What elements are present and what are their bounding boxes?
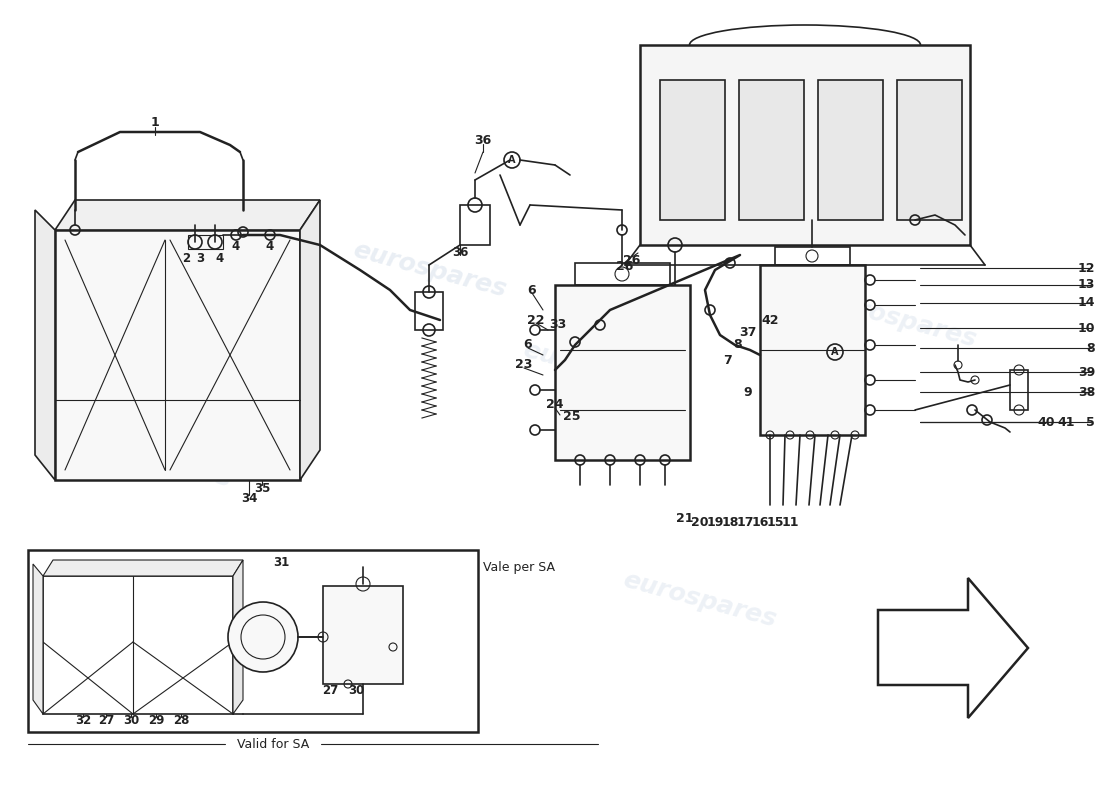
Bar <box>556 285 690 460</box>
Text: 12: 12 <box>1078 262 1094 274</box>
Text: 34: 34 <box>241 491 257 505</box>
Text: 4: 4 <box>232 239 240 253</box>
Text: 38: 38 <box>1078 386 1094 398</box>
Text: eurospares: eurospares <box>620 568 780 632</box>
Text: 40: 40 <box>1037 415 1055 429</box>
Bar <box>460 205 490 245</box>
Text: 4: 4 <box>216 251 224 265</box>
Bar <box>739 80 804 220</box>
Text: 10: 10 <box>1078 322 1094 334</box>
Text: 24: 24 <box>547 398 563 411</box>
Text: Vale per SA: Vale per SA <box>483 562 556 574</box>
Text: eurospares: eurospares <box>520 338 680 402</box>
Text: Valid for SA: Valid for SA <box>236 738 309 750</box>
Text: 14: 14 <box>1078 297 1094 310</box>
Text: 32: 32 <box>75 714 91 726</box>
Bar <box>575 263 670 285</box>
Bar <box>323 586 403 684</box>
Bar <box>640 45 970 245</box>
Polygon shape <box>33 564 43 714</box>
Text: 22: 22 <box>527 314 544 326</box>
Polygon shape <box>55 230 300 480</box>
Text: 20: 20 <box>691 515 708 529</box>
Text: 23: 23 <box>515 358 532 371</box>
Text: 36: 36 <box>474 134 492 146</box>
Bar <box>415 292 443 330</box>
Bar <box>818 80 883 220</box>
Text: 27: 27 <box>322 683 338 697</box>
Text: 5: 5 <box>1087 415 1094 429</box>
Text: 3: 3 <box>196 251 205 265</box>
Text: 11: 11 <box>781 515 799 529</box>
Text: 19: 19 <box>706 515 724 529</box>
Text: 18: 18 <box>722 515 739 529</box>
Polygon shape <box>55 200 320 230</box>
Text: 15: 15 <box>767 515 783 529</box>
Text: 6: 6 <box>528 283 537 297</box>
Text: 39: 39 <box>1078 366 1094 378</box>
Text: 35: 35 <box>254 482 271 494</box>
Text: 8: 8 <box>1087 342 1094 354</box>
Text: 30: 30 <box>123 714 139 726</box>
Text: 1: 1 <box>151 117 160 130</box>
Polygon shape <box>35 210 55 480</box>
Text: 29: 29 <box>147 714 164 726</box>
Polygon shape <box>878 578 1028 718</box>
Bar <box>28 550 478 732</box>
Text: 9: 9 <box>744 386 752 398</box>
Text: 2: 2 <box>182 251 190 265</box>
Polygon shape <box>233 560 243 714</box>
Text: eurospares: eurospares <box>76 238 234 302</box>
Text: 30: 30 <box>348 683 364 697</box>
Polygon shape <box>43 560 243 576</box>
Text: eurospares: eurospares <box>821 288 979 352</box>
Bar <box>188 235 223 249</box>
Text: 8: 8 <box>734 338 742 351</box>
Text: 21: 21 <box>676 511 694 525</box>
Text: 17: 17 <box>736 515 754 529</box>
Text: 41: 41 <box>1057 415 1075 429</box>
Text: 4: 4 <box>266 239 274 253</box>
Bar <box>660 80 725 220</box>
Text: 26: 26 <box>616 261 634 274</box>
Text: 13: 13 <box>1078 278 1094 291</box>
Bar <box>896 80 962 220</box>
Text: eurospares: eurospares <box>351 238 509 302</box>
Text: 33: 33 <box>549 318 566 331</box>
Text: 7: 7 <box>724 354 733 366</box>
Bar <box>776 247 850 265</box>
Text: eurospares: eurospares <box>76 428 234 492</box>
Text: 16: 16 <box>751 515 769 529</box>
Polygon shape <box>300 200 320 480</box>
Text: 42: 42 <box>761 314 779 326</box>
Text: 37: 37 <box>739 326 757 338</box>
Text: 6: 6 <box>524 338 532 351</box>
Text: 28: 28 <box>173 714 189 726</box>
Text: 26: 26 <box>624 254 640 266</box>
Text: A: A <box>832 347 838 357</box>
Text: 36: 36 <box>452 246 469 258</box>
Text: 27: 27 <box>98 714 114 726</box>
Circle shape <box>228 602 298 672</box>
Bar <box>760 265 865 435</box>
Bar <box>43 576 233 714</box>
Text: 31: 31 <box>273 555 289 569</box>
Text: 25: 25 <box>563 410 581 423</box>
Bar <box>1010 370 1028 410</box>
Text: A: A <box>508 155 516 165</box>
